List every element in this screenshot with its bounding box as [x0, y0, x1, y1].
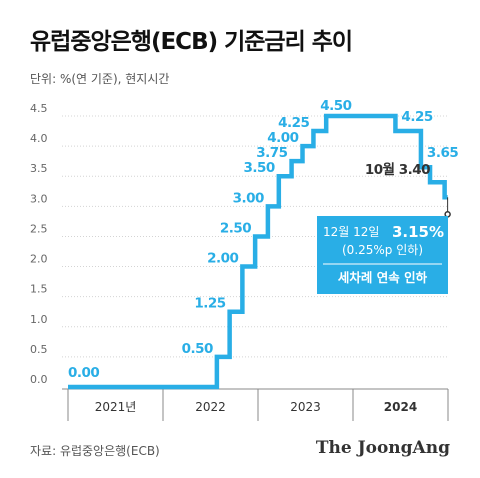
- data-label: 3.75: [256, 145, 287, 161]
- data-label: 4.00: [267, 130, 298, 146]
- chart-title: 유럽중앙은행(ECB) 기준금리 추이: [30, 29, 353, 55]
- y-tick-label: 4.5: [30, 102, 48, 115]
- data-label: 0.50: [182, 341, 213, 357]
- callout-date: 12월 12일: [323, 225, 379, 239]
- data-label: 2.50: [220, 220, 251, 236]
- data-label: 4.25: [278, 115, 309, 131]
- data-label: 4.25: [401, 109, 432, 125]
- year-label: 2023: [290, 400, 321, 414]
- unit-note: 단위: %(연 기준), 현지시간: [30, 72, 170, 86]
- data-label: 1.25: [194, 296, 225, 312]
- series-line: [68, 113, 448, 390]
- data-label: 4.50: [320, 98, 351, 114]
- source-note: 자료: 유럽중앙은행(ECB): [30, 444, 160, 458]
- y-tick-label: 4.0: [30, 132, 48, 145]
- year-label: 2024: [384, 400, 417, 414]
- y-tick-label: 2.5: [30, 222, 48, 235]
- year-label: 2021년: [95, 400, 137, 414]
- y-tick-label: 1.0: [30, 313, 48, 326]
- brand-logo: The JoongAng: [315, 438, 450, 458]
- data-label: 3.00: [233, 190, 264, 206]
- callout-value: 3.15%: [392, 223, 444, 241]
- y-tick-label: 2.0: [30, 253, 48, 266]
- callout-change: (0.25%p 인하): [342, 243, 423, 257]
- y-tick-label: 0.5: [30, 343, 48, 356]
- y-tick-label: 3.0: [30, 192, 48, 205]
- data-label: 2.00: [207, 251, 238, 267]
- y-tick-label: 1.5: [30, 283, 48, 296]
- data-label: 3.65: [427, 145, 458, 161]
- data-label: 3.50: [244, 160, 275, 176]
- y-tick-label: 0.0: [30, 373, 48, 386]
- data-label: 0.00: [68, 365, 99, 381]
- y-tick-label: 3.5: [30, 162, 48, 175]
- callout-note: 세차례 연속 인하: [338, 270, 428, 285]
- year-label: 2022: [195, 400, 226, 414]
- data-label: 10월 3.40: [365, 161, 430, 178]
- callout-box: [317, 216, 448, 294]
